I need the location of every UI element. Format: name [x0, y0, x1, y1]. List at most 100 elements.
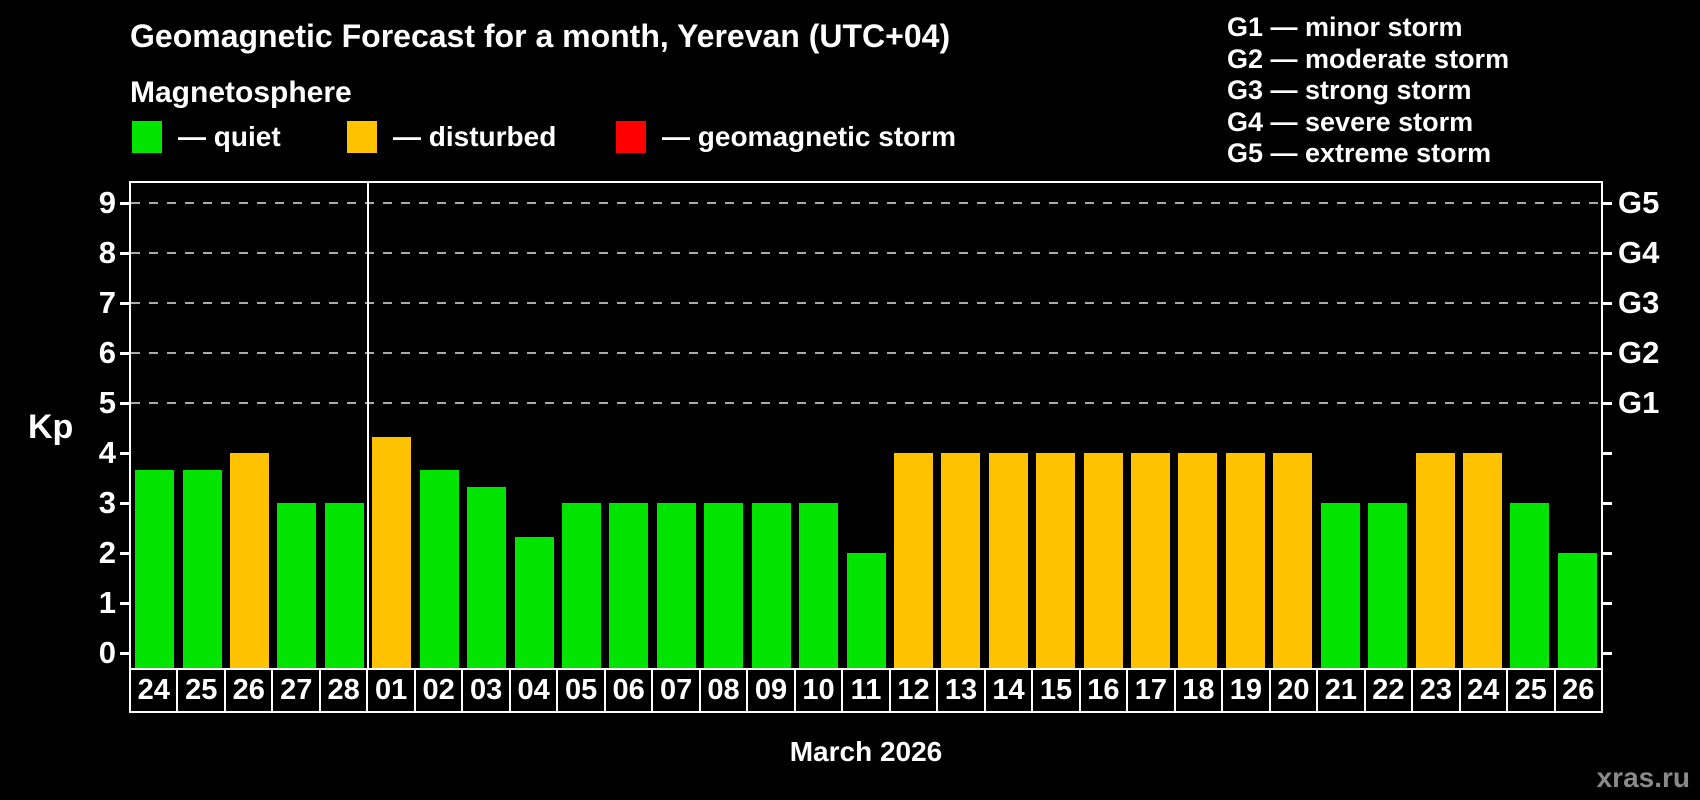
left-tick-mark [120, 502, 129, 505]
plot-area [129, 181, 1603, 672]
date-box-19: 19 [1221, 668, 1271, 713]
right-tick-mark [1603, 452, 1612, 455]
chart-subtitle: Magnetosphere [130, 76, 352, 109]
y-tick-label-4: 4 [98, 435, 116, 470]
right-tick-mark [1603, 652, 1612, 655]
date-box-21: 21 [1316, 668, 1366, 713]
kp-bar-13 [941, 453, 981, 670]
legend-disturbed-label: — disturbed [393, 121, 557, 152]
date-box-22: 22 [1363, 668, 1414, 713]
y-tick-label-0: 0 [98, 635, 116, 670]
kp-bar-17 [1131, 453, 1171, 670]
date-box-05: 05 [556, 668, 606, 713]
kp-bar-26 [1557, 553, 1597, 670]
x-axis-date-row: 24 25 26 27 28 01 02 03 04 05 06 07 08 09 10 11 12 13 14 15… [129, 668, 1604, 713]
kp-bar-08 [704, 503, 744, 670]
gridline-kp9 [131, 202, 1601, 204]
date-box-24: 24 [1458, 668, 1509, 713]
date-box-01: 01 [366, 668, 416, 713]
left-tick-mark [120, 602, 129, 605]
date-box-04: 04 [508, 668, 559, 713]
g-axis-label-G3: G3 [1618, 285, 1660, 320]
kp-bar-07 [656, 503, 696, 670]
legend-quiet-label: — quiet [178, 121, 281, 152]
right-tick-mark [1603, 402, 1612, 405]
date-box-25: 25 [176, 668, 226, 713]
kp-bar-16 [1083, 453, 1123, 670]
right-tick-mark [1603, 502, 1612, 505]
left-tick-mark [120, 652, 129, 655]
disturbed-color-swatch [347, 121, 377, 153]
right-tick-mark [1603, 602, 1612, 605]
g-legend-line: G2 — moderate storm [1227, 43, 1510, 74]
y-tick-label-1: 1 [98, 585, 116, 620]
gridline-kp8 [131, 252, 1601, 254]
y-tick-label-3: 3 [98, 485, 116, 520]
kp-bar-18 [1178, 453, 1218, 670]
date-box-24: 24 [129, 668, 179, 713]
x-axis-title: March 2026 [789, 736, 943, 767]
kp-bar-24 [135, 469, 175, 670]
kp-bar-09 [751, 503, 791, 670]
date-box-14: 14 [983, 668, 1034, 713]
date-box-15: 15 [1031, 668, 1081, 713]
kp-bar-12 [893, 453, 933, 670]
kp-bar-26 [230, 453, 270, 670]
y-tick-label-2: 2 [98, 535, 116, 570]
date-box-13: 13 [936, 668, 986, 713]
g-axis-label-G2: G2 [1618, 335, 1660, 370]
date-box-06: 06 [603, 668, 654, 713]
kp-bar-24 [1462, 453, 1502, 670]
y-tick-label-7: 7 [98, 285, 116, 320]
legend-item-disturbed: — disturbed [347, 121, 556, 153]
g-axis-label-G1: G1 [1618, 385, 1660, 420]
date-box-18: 18 [1173, 668, 1224, 713]
kp-bar-06 [609, 503, 649, 670]
y-tick-label-9: 9 [98, 185, 116, 220]
left-tick-mark [120, 302, 129, 305]
kp-bar-02 [419, 469, 459, 670]
g-legend-line: G4 — severe storm [1227, 106, 1474, 137]
gridline-kp6 [131, 352, 1601, 354]
left-tick-mark [120, 402, 129, 405]
right-tick-mark [1603, 252, 1612, 255]
legend-item-quiet: — quiet [132, 121, 281, 153]
g-scale-legend: G1 — minor storm G2 — moderate storm G3 — … [1227, 12, 1509, 170]
right-tick-mark [1603, 302, 1612, 305]
kp-bar-14 [988, 453, 1028, 670]
kp-bar-03 [467, 486, 507, 670]
g-legend-line: G1 — minor storm [1227, 12, 1463, 42]
right-tick-mark [1603, 352, 1612, 355]
date-box-17: 17 [1126, 668, 1176, 713]
gridline-kp5 [131, 402, 1601, 404]
kp-bar-21 [1320, 503, 1360, 670]
kp-bar-27 [277, 503, 317, 670]
date-box-26: 26 [1553, 668, 1604, 713]
kp-bar-25 [1510, 503, 1550, 670]
y-tick-label-5: 5 [98, 385, 116, 420]
kp-bar-28 [324, 503, 364, 670]
g-legend-line: G5 — extreme storm [1227, 138, 1492, 168]
date-box-10: 10 [793, 668, 844, 713]
right-tick-mark [1603, 552, 1612, 555]
kp-bar-11 [846, 553, 886, 670]
kp-bar-05 [561, 503, 601, 670]
kp-bar-25 [182, 469, 222, 670]
date-box-25: 25 [1506, 668, 1556, 713]
month-separator-line [367, 183, 370, 670]
left-tick-mark [120, 452, 129, 455]
g-axis-label-G5: G5 [1618, 185, 1660, 220]
date-box-12: 12 [888, 668, 939, 713]
date-box-26: 26 [223, 668, 274, 713]
y-tick-label-6: 6 [98, 335, 116, 370]
date-box-16: 16 [1078, 668, 1129, 713]
left-tick-mark [120, 352, 129, 355]
date-box-27: 27 [271, 668, 321, 713]
storm-color-swatch [616, 121, 646, 153]
kp-bar-20 [1273, 453, 1313, 670]
kp-bar-04 [514, 536, 554, 670]
left-tick-mark [120, 202, 129, 205]
date-box-02: 02 [413, 668, 464, 713]
g-axis-label-G4: G4 [1618, 235, 1660, 270]
